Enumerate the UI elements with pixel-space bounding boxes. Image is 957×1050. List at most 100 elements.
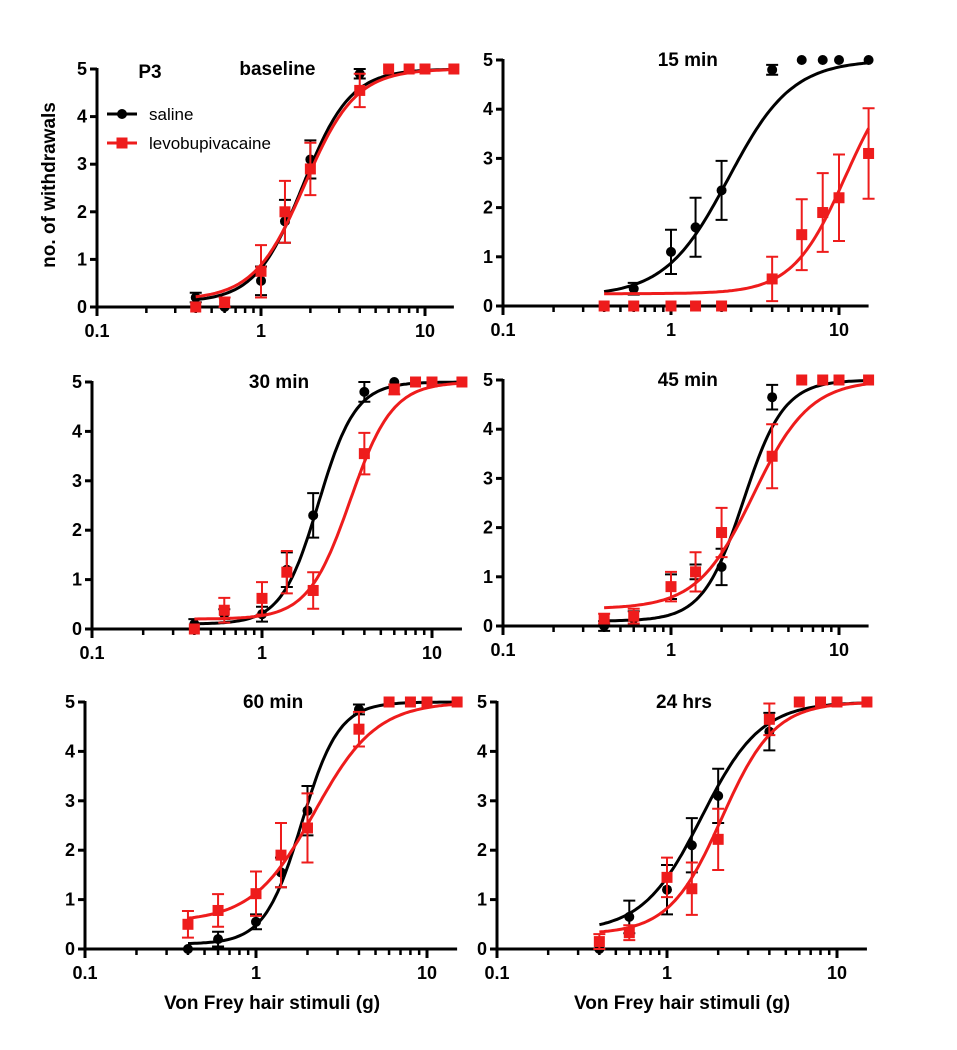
x-tick-label: 0.1 [490,640,515,660]
panel-title: 45 min [658,370,718,391]
levobupivacaine-point [403,63,415,75]
levobupivacaine-point [598,613,610,625]
y-tick-label: 2 [483,198,493,218]
levobupivacaine-point [815,696,827,708]
panel-5: 0 1 2 3 4 5 0.1 1 10 24 hrs [477,692,873,983]
panel-0: 0 1 2 3 4 5 0.1 1 10 baseline [77,59,460,341]
levobupivacaine-point [256,592,268,604]
y-tick-label: 4 [65,741,75,761]
x-tick-label: 0.1 [490,320,515,340]
saline-point [863,55,874,65]
saline-fit-curve [599,701,867,927]
x-tick-label: 1 [666,640,676,660]
levobupivacaine-point [793,696,805,708]
x-axis-label-right: Von Frey hair stimuli (g) [574,993,790,1014]
saline-fit-curve [188,700,458,945]
levobupivacaine-point [456,376,468,388]
y-tick-label: 1 [483,567,493,587]
saline-point [796,55,807,65]
levobupivacaine-point [250,888,262,900]
levobupivacaine-point [665,300,677,312]
levobupivacaine-point [426,376,438,388]
levobupivacaine-point [182,918,194,930]
y-tick-label: 0 [77,297,87,317]
y-tick-label: 4 [77,107,87,127]
saline-point [817,55,828,65]
levobupivacaine-point [307,584,319,596]
saline-point [716,185,727,196]
y-tick-label: 5 [483,50,493,70]
levobupivacaine-point [388,383,400,395]
y-tick-label: 0 [483,616,493,636]
x-axis-label-left: Von Frey hair stimuli (g) [164,993,380,1014]
x-tick-label: 10 [827,963,847,983]
levobupivacaine-point [817,207,829,219]
levobupivacaine-point [861,696,873,708]
y-tick-label: 4 [72,421,82,441]
y-tick-label: 5 [483,370,493,390]
levobupivacaine-point [766,450,778,462]
levobupivacaine-point [304,163,316,175]
levobupivacaine-point [279,206,291,218]
levobupivacaine-point [255,265,267,277]
y-tick-label: 2 [483,518,493,538]
saline-fit-curve [195,67,454,302]
x-tick-label: 0.1 [484,963,509,983]
levobupivacaine-point [301,822,313,834]
saline-fit-curve [604,379,869,623]
panel-title: 24 hrs [656,692,712,713]
y-tick-label: 1 [77,249,87,269]
saline-point [628,283,639,294]
levobupivacaine-point [690,566,702,578]
levobupivacaine-point [190,301,202,313]
y-tick-label: 3 [477,791,487,811]
x-tick-label: 0.1 [72,963,97,983]
y-tick-label: 2 [477,840,487,860]
levobupivacaine-point [598,300,610,312]
y-tick-label: 4 [477,741,487,761]
y-tick-label: 1 [483,247,493,267]
levobupivacaine-point [796,374,808,386]
x-tick-label: 1 [256,321,266,341]
levobupivacaine-point [451,696,463,708]
levobupivacaine-point [763,713,775,725]
panel-4: 0 1 2 3 4 5 0.1 1 10 60 min [65,692,463,983]
x-tick-label: 1 [666,320,676,340]
saline-point [713,790,724,801]
saline-fit-curve [194,380,462,626]
levobupivacaine-point [448,63,460,75]
levobupivacaine-point [686,883,698,895]
levobupivacaine-point [212,904,224,916]
y-tick-label: 3 [77,154,87,174]
levobupivacaine-fit-curve [187,702,458,920]
y-tick-label: 0 [477,939,487,959]
y-tick-label: 2 [77,202,87,222]
saline-point [308,510,319,521]
levobupivacaine-point [712,833,724,845]
levobupivacaine-point [593,936,605,948]
y-tick-label: 3 [483,468,493,488]
legend-label: levobupivacaine [149,134,271,153]
levobupivacaine-point [665,581,677,593]
levobupivacaine-point [833,192,845,204]
y-tick-label: 2 [72,520,82,540]
saline-point [716,561,727,572]
y-tick-label: 0 [72,619,82,639]
panel-title: baseline [239,59,315,80]
y-tick-label: 1 [65,890,75,910]
levobupivacaine-point [863,374,875,386]
panel-title: 15 min [658,50,718,71]
levobupivacaine-point [353,723,365,735]
saline-point [251,916,261,927]
levobupivacaine-point [690,300,702,312]
x-tick-label: 1 [257,643,267,663]
panel-1: 0 1 2 3 4 5 0.1 1 10 15 min [483,50,875,340]
levobupivacaine-point [419,63,431,75]
levobupivacaine-fit-curve [195,68,454,299]
saline-point [767,64,778,75]
y-tick-label: 5 [65,692,75,712]
levobupivacaine-point [219,296,231,308]
x-tick-label: 1 [251,963,261,983]
levobupivacaine-point [628,610,640,622]
panel-label: P3 [138,62,161,83]
